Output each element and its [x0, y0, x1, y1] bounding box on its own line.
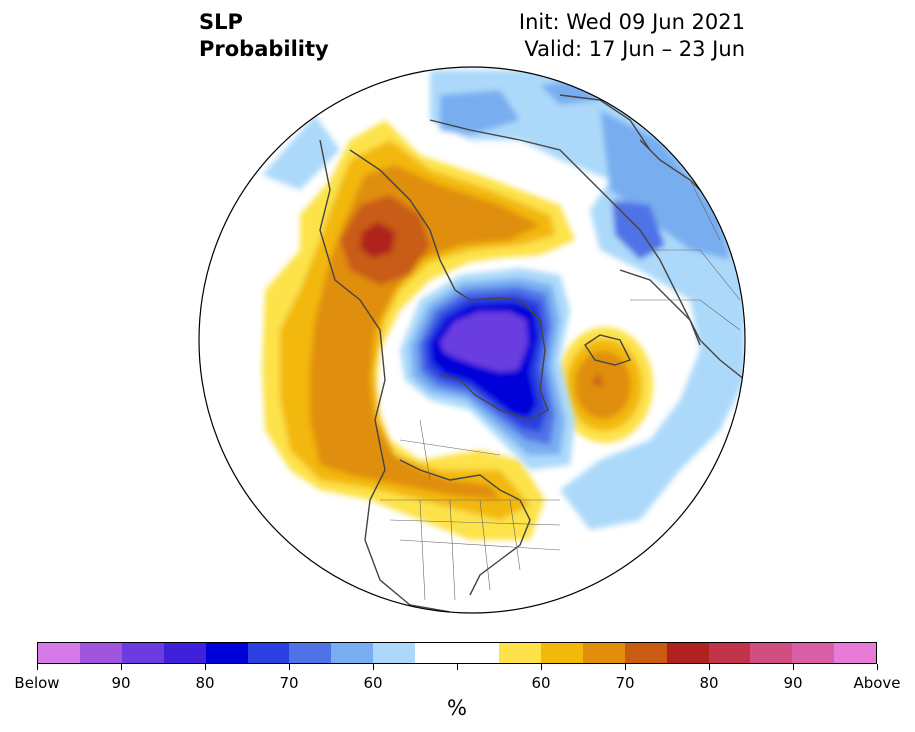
- colorbar-bin: [247, 643, 290, 663]
- colorbar-bin: [457, 643, 499, 663]
- colorbar-bin: [498, 643, 541, 663]
- title-product: Probability: [199, 37, 329, 61]
- colorbar-tick-label: 80: [699, 674, 719, 692]
- colorbar-bin: [415, 643, 458, 663]
- colorbar-bin: [708, 643, 751, 663]
- title-left: SLP Probability: [199, 9, 329, 63]
- colorbar-bin: [373, 643, 416, 663]
- colorbar-tick-label: 60: [531, 674, 551, 692]
- colorbar-tick: [792, 664, 794, 670]
- colorbar-unit-label: %: [447, 696, 467, 720]
- title-variable: SLP: [199, 10, 243, 34]
- colorbar-tick-label: 90: [783, 674, 803, 692]
- colorbar-tick: [708, 664, 710, 670]
- colorbar-bin: [79, 643, 122, 663]
- coastlines: [319, 94, 745, 613]
- colorbar-bin: [38, 643, 80, 663]
- colorbar-tick: [624, 664, 626, 670]
- colorbar-tick-label: 80: [195, 674, 215, 692]
- colorbar-bin: [624, 643, 667, 663]
- colorbar-tick: [288, 664, 290, 670]
- colorbar-tick: [372, 664, 374, 670]
- colorbar-tick: [36, 664, 38, 670]
- colorbar-tick: [540, 664, 542, 670]
- colorbar-bin: [792, 643, 835, 663]
- colorbar-tick: [120, 664, 122, 670]
- colorbar-tick-label: Below: [14, 674, 60, 692]
- colorbar-bin: [540, 643, 583, 663]
- colorbar-tick: [204, 664, 206, 670]
- colorbar-tick: [456, 664, 458, 670]
- colorbar-tick-label: 90: [111, 674, 131, 692]
- valid-range: Valid: 17 Jun – 23 Jun: [524, 37, 745, 61]
- colorbar-bin: [666, 643, 709, 663]
- colorbar-bin: [582, 643, 625, 663]
- political-borders: [380, 179, 741, 601]
- colorbar-bin: [750, 643, 793, 663]
- globe-outline: [198, 66, 746, 614]
- colorbar-tick: [876, 664, 878, 670]
- below-normal-weak-shading: [262, 70, 745, 530]
- title-right: Init: Wed 09 Jun 2021 Valid: 17 Jun – 23…: [519, 9, 745, 63]
- colorbar: [37, 642, 877, 664]
- colorbar-bin: [289, 643, 332, 663]
- colorbar-bin: [331, 643, 374, 663]
- colorbar-bin: [205, 643, 248, 663]
- above-normal-center-shading: [262, 120, 575, 540]
- init-date: Init: Wed 09 Jun 2021: [518, 10, 745, 34]
- colorbar-tick-label: 60: [363, 674, 383, 692]
- below-normal-center-shading: [400, 268, 575, 470]
- colorbar-tick-label: Above: [853, 674, 901, 692]
- polar-map: [198, 66, 746, 614]
- colorbar-bin: [163, 643, 206, 663]
- colorbar-tick-label: 70: [615, 674, 635, 692]
- colorbar-tick-label: 70: [279, 674, 299, 692]
- above-normal-secondary-shading: [557, 327, 653, 443]
- colorbar-bin: [834, 643, 877, 663]
- colorbar-bin: [121, 643, 164, 663]
